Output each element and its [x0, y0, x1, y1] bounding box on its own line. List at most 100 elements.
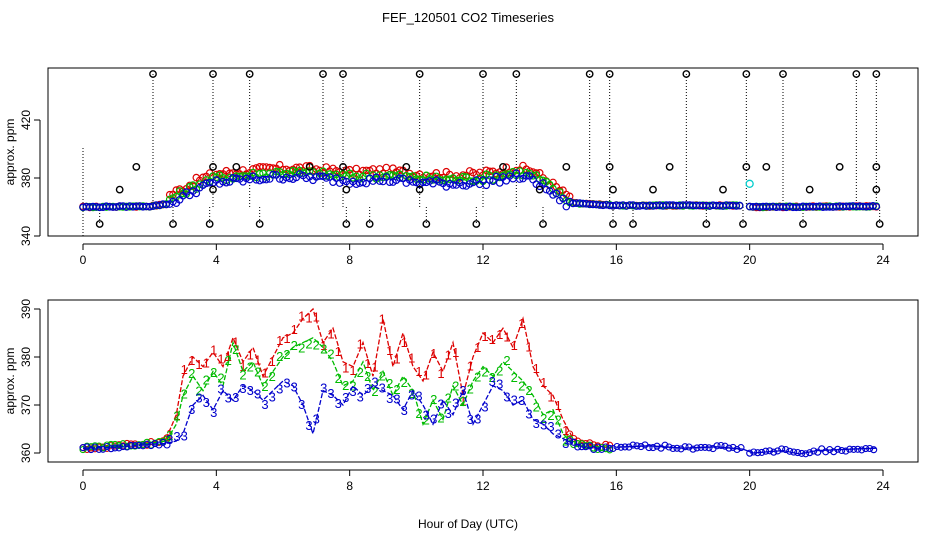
data-point [733, 445, 741, 454]
series-marker-label: 2 [320, 341, 327, 356]
data-point [242, 174, 251, 183]
plot-frame [47, 67, 919, 237]
data-point [375, 165, 384, 173]
outlier-point [232, 162, 241, 171]
series-marker-label: 1 [364, 356, 371, 371]
series-marker-label: 2 [188, 366, 195, 381]
outlier-stems [82, 74, 881, 236]
data-point [282, 173, 291, 182]
series-marker-label: 2 [540, 411, 547, 426]
data-point [685, 443, 693, 451]
series-marker-label: 3 [401, 403, 408, 418]
series-marker-label: 2 [349, 378, 356, 393]
outlier-point [132, 162, 141, 171]
series-marker-label: 1 [188, 353, 195, 368]
data-point [858, 446, 866, 454]
series-level-3 [79, 169, 881, 212]
series-marker-label: 2 [232, 342, 239, 357]
series-marker-label: 1 [225, 349, 232, 364]
series-marker-label: 1 [327, 327, 334, 342]
series-marker-label: 2 [415, 406, 422, 421]
data-point [594, 443, 602, 451]
x-tick-label: 12 [476, 479, 490, 493]
data-point [637, 443, 645, 451]
data-point [750, 448, 758, 456]
data-point [282, 169, 291, 178]
data-point [395, 174, 404, 182]
series-marker-label: 3 [430, 411, 437, 426]
series-marker-label: 1 [481, 329, 488, 344]
data-point [746, 449, 754, 457]
series-marker-label: 3 [562, 436, 569, 451]
outlier-point [852, 70, 861, 78]
data-point [850, 445, 858, 453]
outlier-points [95, 70, 884, 228]
series-marker-label: 2 [481, 365, 488, 380]
data-point [770, 448, 778, 456]
data-point [693, 444, 701, 452]
series-marker-label: 1 [320, 338, 327, 353]
outlier-point [742, 70, 751, 78]
data-point [633, 442, 641, 450]
outlier-point [605, 162, 614, 171]
data-point [578, 443, 586, 451]
outlier-point [535, 185, 544, 194]
data-point [794, 449, 802, 457]
series-marker-label: 1 [342, 360, 349, 375]
series-marker-label: 3 [540, 417, 547, 432]
series-marker-label: 3 [496, 377, 503, 392]
outlier-point [205, 220, 214, 228]
data-point [834, 445, 842, 453]
series-marker-label: 2 [298, 341, 305, 356]
outlier-point [365, 220, 374, 228]
series-marker-label: 2 [533, 399, 540, 414]
series-marker-label: 2 [217, 371, 224, 386]
data-point [205, 178, 214, 187]
data-point [717, 441, 725, 450]
series-marker-label: 2 [386, 376, 393, 391]
data-point [806, 449, 814, 457]
series-marker-label: 2 [181, 386, 188, 401]
data-point [179, 189, 187, 198]
data-point [299, 169, 307, 177]
series-marker-label: 2 [203, 372, 210, 387]
data-point [778, 445, 786, 453]
series-marker-label: 2 [364, 369, 371, 384]
figure-title: FEF_120501 CO2 Timeseries [382, 10, 554, 25]
data-point [163, 441, 171, 449]
outlier-point [762, 162, 771, 171]
series-marker-label: 3 [415, 389, 422, 404]
data-point [762, 447, 770, 455]
data-point [721, 442, 729, 450]
series-marker-label: 3 [283, 376, 290, 391]
series-marker-label: 2 [313, 338, 320, 353]
data-point [409, 178, 417, 186]
series-marker-label: 1 [203, 355, 210, 370]
series-marker-label: 1 [467, 358, 474, 373]
data-point [539, 179, 547, 187]
data-point [107, 445, 115, 453]
x-tick-label: 16 [610, 479, 624, 493]
series-marker-label: 1 [254, 353, 261, 368]
series-marker-label: 1 [276, 333, 283, 348]
series-marker-label: 1 [210, 342, 217, 357]
series-marker-label: 1 [445, 348, 452, 363]
outlier-point [472, 220, 481, 228]
data-point [362, 179, 371, 188]
x-tick-label: 0 [80, 479, 87, 493]
outlier-point [512, 70, 521, 78]
data-point [737, 444, 745, 452]
series-marker-label: 3 [269, 389, 276, 404]
data-point [653, 442, 661, 450]
series-marker-label: 1 [437, 366, 444, 381]
series-marker-label: 3 [261, 397, 268, 412]
y-axis-label: approx. ppm [3, 119, 17, 186]
data-point [838, 446, 846, 455]
data-point [846, 445, 854, 453]
data-point [382, 173, 391, 181]
series-marker-label: 2 [445, 390, 452, 405]
data-point [262, 175, 271, 184]
data-point [566, 430, 574, 438]
series-marker-label: 1 [269, 354, 276, 369]
